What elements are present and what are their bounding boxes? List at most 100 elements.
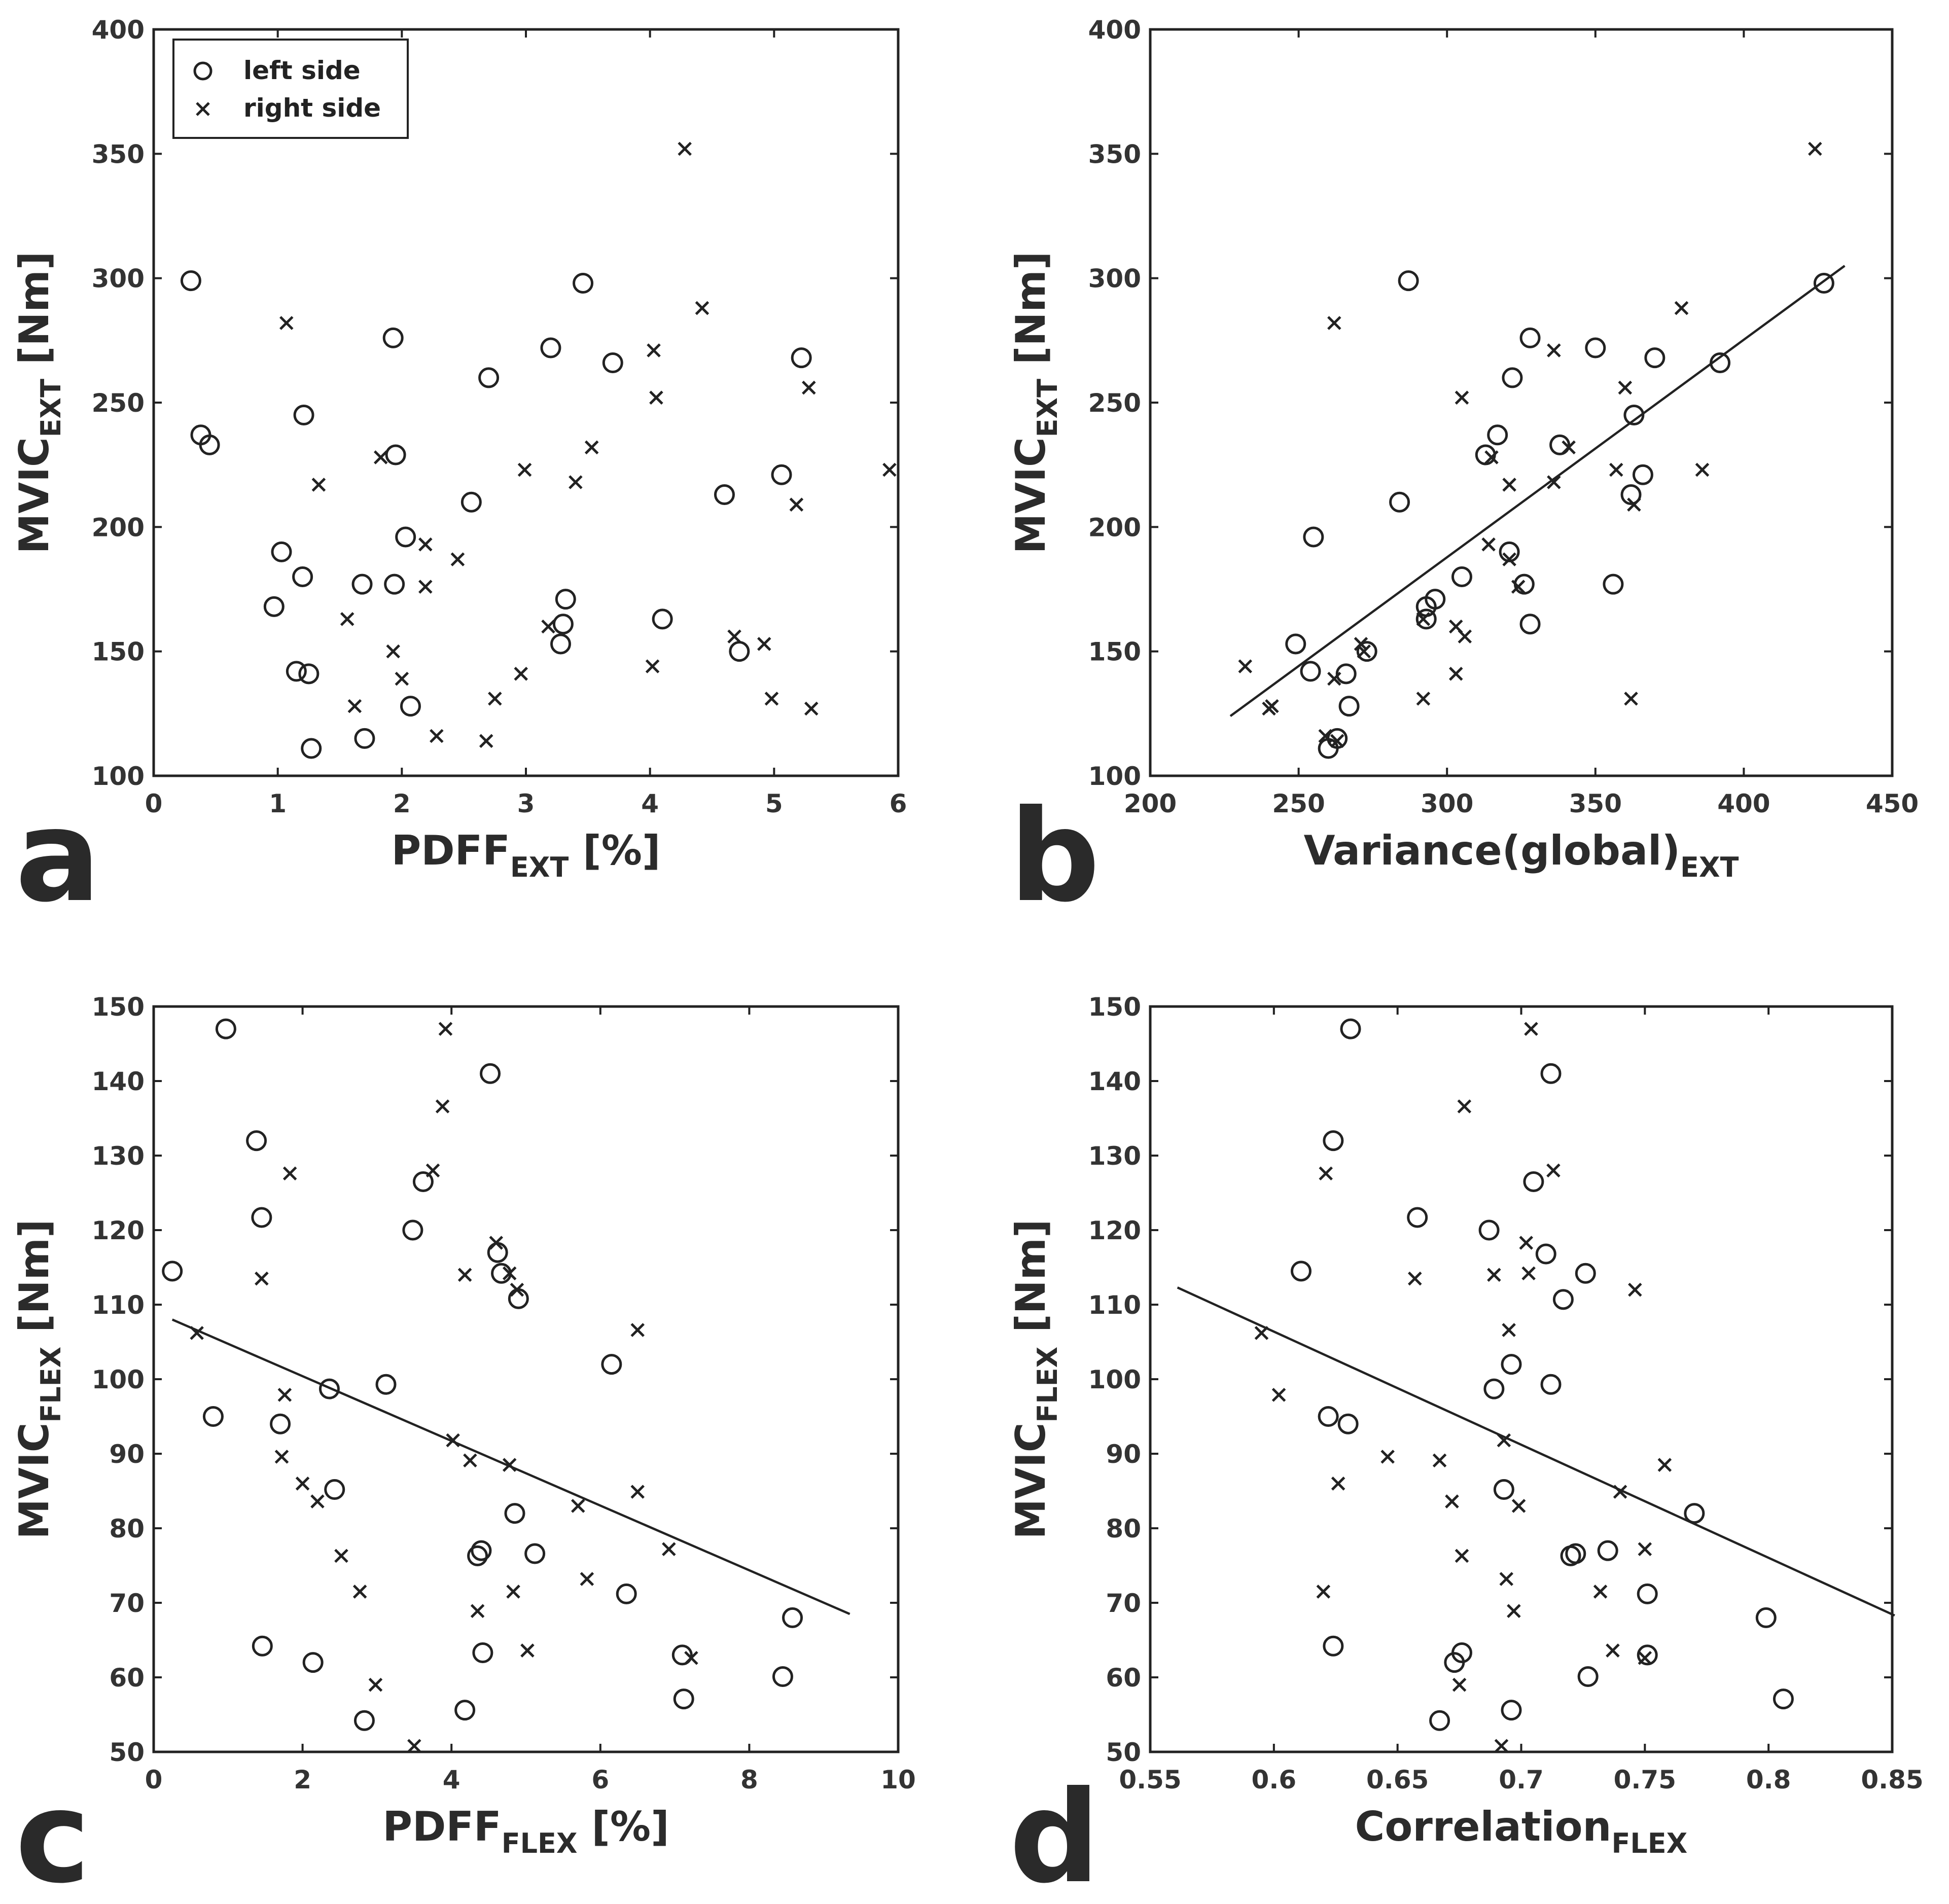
x-tick-label: 0 xyxy=(145,1765,163,1794)
left-side-point xyxy=(1323,1130,1344,1152)
y-axis-label: MVICFLEX [Nm] xyxy=(1007,1219,1064,1539)
y-tick-label: 120 xyxy=(92,1216,145,1245)
y-tick-label: 350 xyxy=(1088,139,1141,169)
right-side-point xyxy=(649,390,663,405)
x-axis-label: PDFFEXT [%] xyxy=(392,827,661,883)
y-tick-label: 90 xyxy=(109,1440,145,1469)
y-tick-label: 400 xyxy=(1088,15,1141,45)
left-side-point xyxy=(1710,352,1731,373)
right-side-point xyxy=(368,1677,383,1692)
right-side-point xyxy=(470,1604,485,1618)
regression-line xyxy=(1229,265,1846,717)
left-side-point xyxy=(1535,1243,1556,1265)
y-tick-label: 100 xyxy=(1088,762,1141,791)
x-tick-label: 0.85 xyxy=(1861,1765,1923,1794)
right-side-point xyxy=(789,497,804,512)
right-side-point xyxy=(435,1099,450,1113)
x-axis-label: CorrelationFLEX xyxy=(1355,1803,1688,1859)
left-side-point xyxy=(1684,1503,1705,1524)
left-side-point xyxy=(791,347,812,369)
x-axis-label-main: Variance(global) xyxy=(1304,827,1680,874)
y-tick-label: 150 xyxy=(1088,637,1141,667)
left-side-point xyxy=(602,352,623,373)
left-side-point xyxy=(673,1689,694,1710)
right-side-point xyxy=(1494,1739,1509,1753)
left-side-point xyxy=(714,484,735,506)
left-side-point xyxy=(1519,614,1541,635)
right-side-point xyxy=(1613,1485,1627,1499)
left-side-point xyxy=(1575,1263,1596,1284)
plot-frame xyxy=(1149,1005,1894,1753)
right-side-point xyxy=(457,1268,472,1282)
left-side-point xyxy=(354,728,375,749)
left-side-point xyxy=(1318,1406,1339,1427)
plot-frame xyxy=(1149,28,1894,777)
right-side-point xyxy=(1547,343,1561,357)
right-side-point xyxy=(1380,1450,1395,1464)
left-side-point xyxy=(1637,1644,1658,1666)
left-side-point xyxy=(402,1219,423,1241)
right-side-point xyxy=(1408,1271,1422,1286)
x-axis-label: Variance(global)EXT xyxy=(1304,827,1739,883)
right-side-point xyxy=(1327,671,1341,686)
y-axis-label: MVICFLEX [Nm] xyxy=(11,1219,67,1539)
left-side-point xyxy=(504,1503,525,1524)
right-side-point xyxy=(1452,1677,1467,1692)
x-tick-label: 350 xyxy=(1569,789,1622,818)
y-axis-label-main: MVIC xyxy=(1007,1423,1054,1539)
right-side-point xyxy=(479,734,493,748)
left-side-point xyxy=(491,1263,512,1284)
y-tick-label: 100 xyxy=(92,762,145,791)
right-side-point xyxy=(274,1450,289,1464)
y-tick-label: 140 xyxy=(92,1067,145,1096)
left-side-point xyxy=(1637,1583,1658,1604)
left-side-point xyxy=(1444,1652,1465,1673)
y-tick-label: 60 xyxy=(109,1663,145,1693)
left-side-point xyxy=(671,1644,693,1666)
right-side-point xyxy=(1455,390,1469,405)
right-side-point xyxy=(1502,478,1516,492)
right-side-point xyxy=(695,301,710,315)
left-side-point xyxy=(1398,270,1419,292)
right-side-point xyxy=(282,1166,297,1181)
legend-right-label: right side xyxy=(243,93,381,123)
right-side-point xyxy=(395,671,409,686)
right-side-point xyxy=(684,1651,698,1665)
left-side-point xyxy=(301,738,322,759)
x-tick-label: 1 xyxy=(269,789,287,818)
right-side-point xyxy=(520,1643,535,1658)
left-side-point xyxy=(1389,491,1410,513)
left-side-point xyxy=(382,327,404,348)
panel-d-scatter-plot: 0.55 0.6 0.65 0.7 0.75 0.8 0.85 50 60 70 80 90 100 11… xyxy=(1007,992,1924,1904)
left-side-point xyxy=(286,661,307,682)
y-tick-label: 300 xyxy=(92,264,145,294)
right-side-point xyxy=(1521,1266,1536,1281)
x-tick-label: 0.65 xyxy=(1366,1765,1429,1794)
regression-line xyxy=(1177,1286,1895,1617)
right-side-point xyxy=(1502,1323,1516,1337)
x-tick-label: 0.75 xyxy=(1614,1765,1676,1794)
left-side-point xyxy=(263,596,285,617)
right-side-point xyxy=(1624,692,1638,706)
left-side-point xyxy=(1549,434,1571,455)
left-side-point xyxy=(1303,526,1324,548)
right-side-point xyxy=(757,637,771,651)
right-side-point xyxy=(488,692,502,706)
right-side-point xyxy=(1627,497,1641,512)
left-side-point xyxy=(215,1018,236,1039)
y-axis-label: MVICEXT [Nm] xyxy=(11,252,67,554)
x-tick-label: 10 xyxy=(880,1765,916,1794)
y-axis-label-subscript: FLEX xyxy=(35,1347,67,1423)
x-axis-label-subscript: FLEX xyxy=(502,1827,578,1859)
x-axis-label-main: Correlation xyxy=(1355,1803,1612,1850)
left-side-point xyxy=(555,589,576,610)
left-side-point xyxy=(1565,1543,1586,1564)
panel-letter: c xyxy=(15,1764,90,1904)
y-tick-label: 70 xyxy=(1106,1589,1141,1618)
right-side-point xyxy=(1499,1572,1514,1586)
right-side-point xyxy=(1481,537,1496,552)
y-axis-label-unit: [Nm] xyxy=(11,252,58,379)
y-axis-label-main: MVIC xyxy=(1007,437,1054,554)
right-side-point xyxy=(647,343,661,357)
right-side-point xyxy=(502,1458,517,1472)
